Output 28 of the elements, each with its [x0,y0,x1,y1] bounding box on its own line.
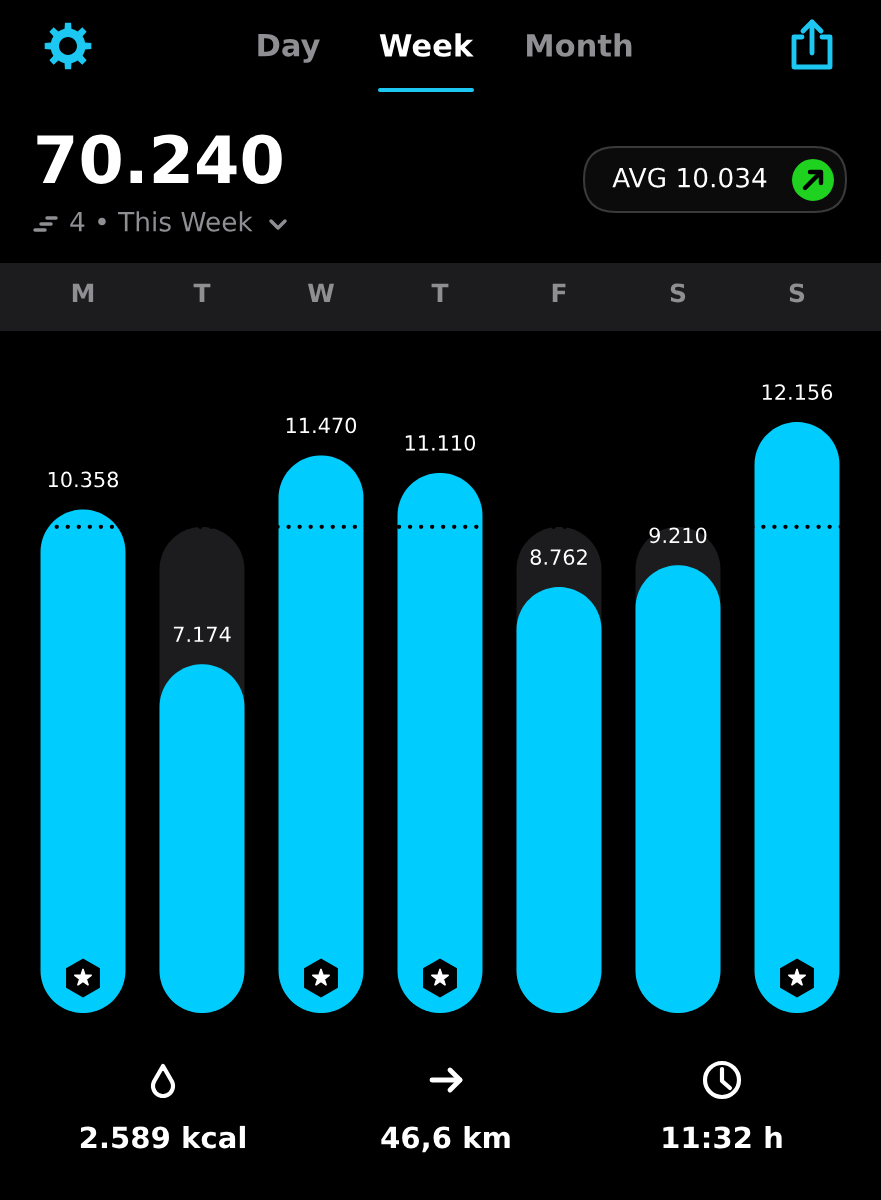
data-label: 9.210 [649,527,707,544]
text: 46,6 km [381,1125,510,1153]
data-label: 8.762 [530,549,587,565]
data-label: 12.156 [762,384,833,400]
x-tick-label: S [670,283,686,303]
text: 2.589 kcal [80,1125,245,1149]
text: 11:32 h [663,1125,782,1149]
chart-subtitle: 4 • This Week [70,211,253,232]
text: Month [527,33,632,57]
data-label: 11.470 [286,417,357,434]
data-label: 7.174 [173,626,231,642]
bar [278,455,364,1013]
text: Week [379,33,474,57]
bar [159,664,245,1013]
data-label: 10.358 [48,471,119,488]
text: AVG 10.034 [612,167,767,188]
x-tick-label: T [193,283,211,303]
text: Day [258,33,320,63]
bar [754,422,840,1013]
x-tick-label: W [307,283,335,303]
bar [397,472,483,1013]
x-tick-label: F [552,283,566,303]
x-tick-label: T [431,283,449,303]
chart-title: 70.240 [37,134,282,184]
data-label: 11.110 [405,435,476,451]
bar [40,509,126,1013]
x-tick-label: M [72,283,94,303]
x-tick-label: S [789,283,805,303]
